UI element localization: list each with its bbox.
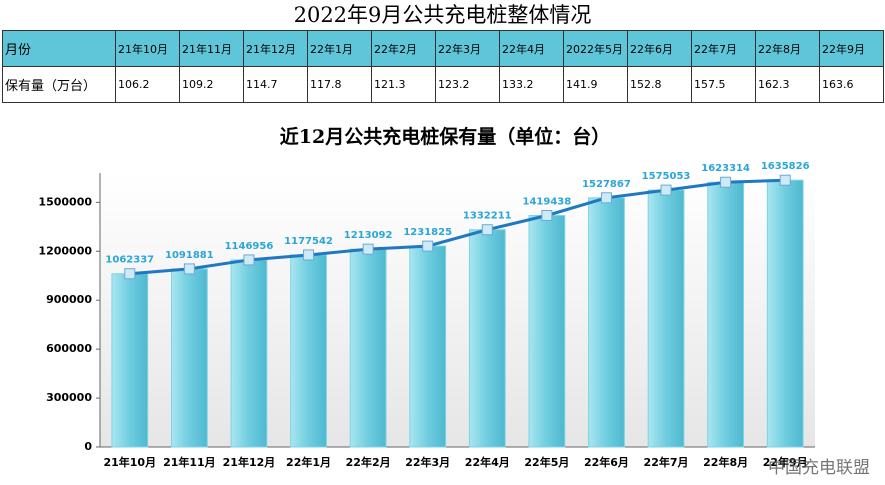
line-marker (124, 268, 136, 280)
line-marker (541, 209, 553, 221)
bar (171, 268, 208, 448)
line (129, 178, 786, 276)
data-label: 1146956 (225, 241, 274, 252)
plot-area (100, 173, 815, 447)
line-marker (303, 249, 315, 261)
data-label: 1332211 (463, 211, 512, 222)
bar (707, 181, 744, 448)
y-tick-label: 0 (84, 440, 92, 453)
line-marker (362, 243, 374, 255)
line-marker (481, 224, 493, 236)
table-cell: 22年4月 (499, 30, 564, 67)
table-cell: 152.8 (627, 66, 692, 103)
x-tick-label: 22年5月 (524, 455, 569, 469)
data-label: 1177542 (284, 236, 333, 247)
table-cell: 22年9月 (819, 30, 884, 67)
data-label: 1213092 (344, 230, 393, 241)
bar (766, 179, 804, 448)
watermark: 中国充电联盟 (768, 458, 870, 478)
x-tick-label: 22年8月 (703, 455, 748, 469)
x-tick-label: 22年7月 (644, 455, 689, 469)
bar (230, 259, 268, 448)
table-cell: 141.9 (563, 66, 628, 103)
chart: 近12月公共充电桩保有量（单位：台） 0 300000 600000 900000 12… (38, 125, 870, 478)
table-cell: 117.8 (307, 66, 372, 103)
y-tick-label: 900000 (46, 293, 92, 306)
x-tick-label: 21年11月 (163, 455, 216, 469)
table-row: 保有量（万台） 106.2 109.2 114.7 117.8 121.3 123.2 133… (2, 66, 884, 103)
data-label: 1527867 (582, 179, 631, 190)
x-tick-label: 21年10月 (103, 455, 156, 469)
data-label: 1419438 (523, 196, 572, 207)
bar (468, 229, 506, 448)
table-cell: 21年12月 (243, 30, 308, 67)
x-tick-label: 22年1月 (286, 455, 331, 469)
bar (409, 245, 447, 448)
x-tick-label: 22年4月 (465, 455, 510, 469)
bar (111, 273, 149, 448)
line-marker (600, 192, 612, 204)
x-tick-label: 22年9月 (763, 455, 808, 469)
table-cell: 保有量（万台） (2, 66, 116, 103)
y-tick-label: 1500000 (38, 195, 92, 208)
line-marker (779, 174, 791, 186)
x-tick-label: 21年12月 (223, 455, 276, 469)
table-cell: 月份 (2, 30, 116, 67)
bar (647, 189, 685, 448)
table-cell: 22年6月 (627, 30, 692, 67)
table-cell: 21年11月 (179, 30, 244, 67)
table-row: 月份 21年10月 21年11月 21年12月 22年1月 22年2月 22年3月 22年4月… (2, 30, 884, 67)
table-cell: 106.2 (115, 66, 180, 103)
x-tick-label: 22年6月 (584, 455, 629, 469)
data-label: 1635826 (761, 161, 810, 172)
line-marker (243, 254, 255, 266)
y-tick-label: 1200000 (38, 244, 92, 257)
table-cell: 2022年5月 (563, 30, 628, 67)
bar (528, 214, 566, 448)
table-cell: 121.3 (371, 66, 436, 103)
data-label: 1091881 (165, 250, 214, 261)
data-label: 1231825 (403, 227, 452, 238)
page-title: 2022年9月公共充电桩整体情况 (293, 3, 592, 27)
table-cell: 22年7月 (691, 30, 756, 67)
table-cell: 22年3月 (435, 30, 500, 67)
table-cell: 22年1月 (307, 30, 372, 67)
table-cell: 109.2 (179, 66, 244, 103)
data-label: 1623314 (701, 163, 750, 174)
x-tick-label: 22年3月 (405, 455, 450, 469)
data-label: 1062337 (105, 255, 154, 266)
table-cell: 133.2 (499, 66, 564, 103)
bar (290, 254, 327, 448)
line-marker (720, 176, 732, 188)
chart-title: 近12月公共充电桩保有量（单位：台） (280, 125, 610, 148)
table-cell: 114.7 (243, 66, 308, 103)
line-marker (660, 184, 672, 196)
table-cell: 157.5 (691, 66, 756, 103)
data-label: 1575053 (642, 171, 691, 182)
table-cell: 22年8月 (755, 30, 820, 67)
table-cell: 22年2月 (371, 30, 436, 67)
table-cell: 123.2 (435, 66, 500, 103)
y-tick-label: 300000 (46, 391, 92, 404)
bar (588, 197, 625, 448)
y-tick-label: 600000 (46, 342, 92, 355)
table-cell: 21年10月 (115, 30, 180, 67)
summary-table: 月份 21年10月 21年11月 21年12月 22年1月 22年2月 22年3月 22年4月… (2, 30, 884, 103)
bar (349, 248, 387, 448)
table-cell: 162.3 (755, 66, 820, 103)
line-marker (183, 263, 195, 275)
x-tick-label: 22年2月 (346, 455, 391, 469)
table-cell: 163.6 (819, 66, 884, 103)
line-marker (422, 240, 434, 252)
